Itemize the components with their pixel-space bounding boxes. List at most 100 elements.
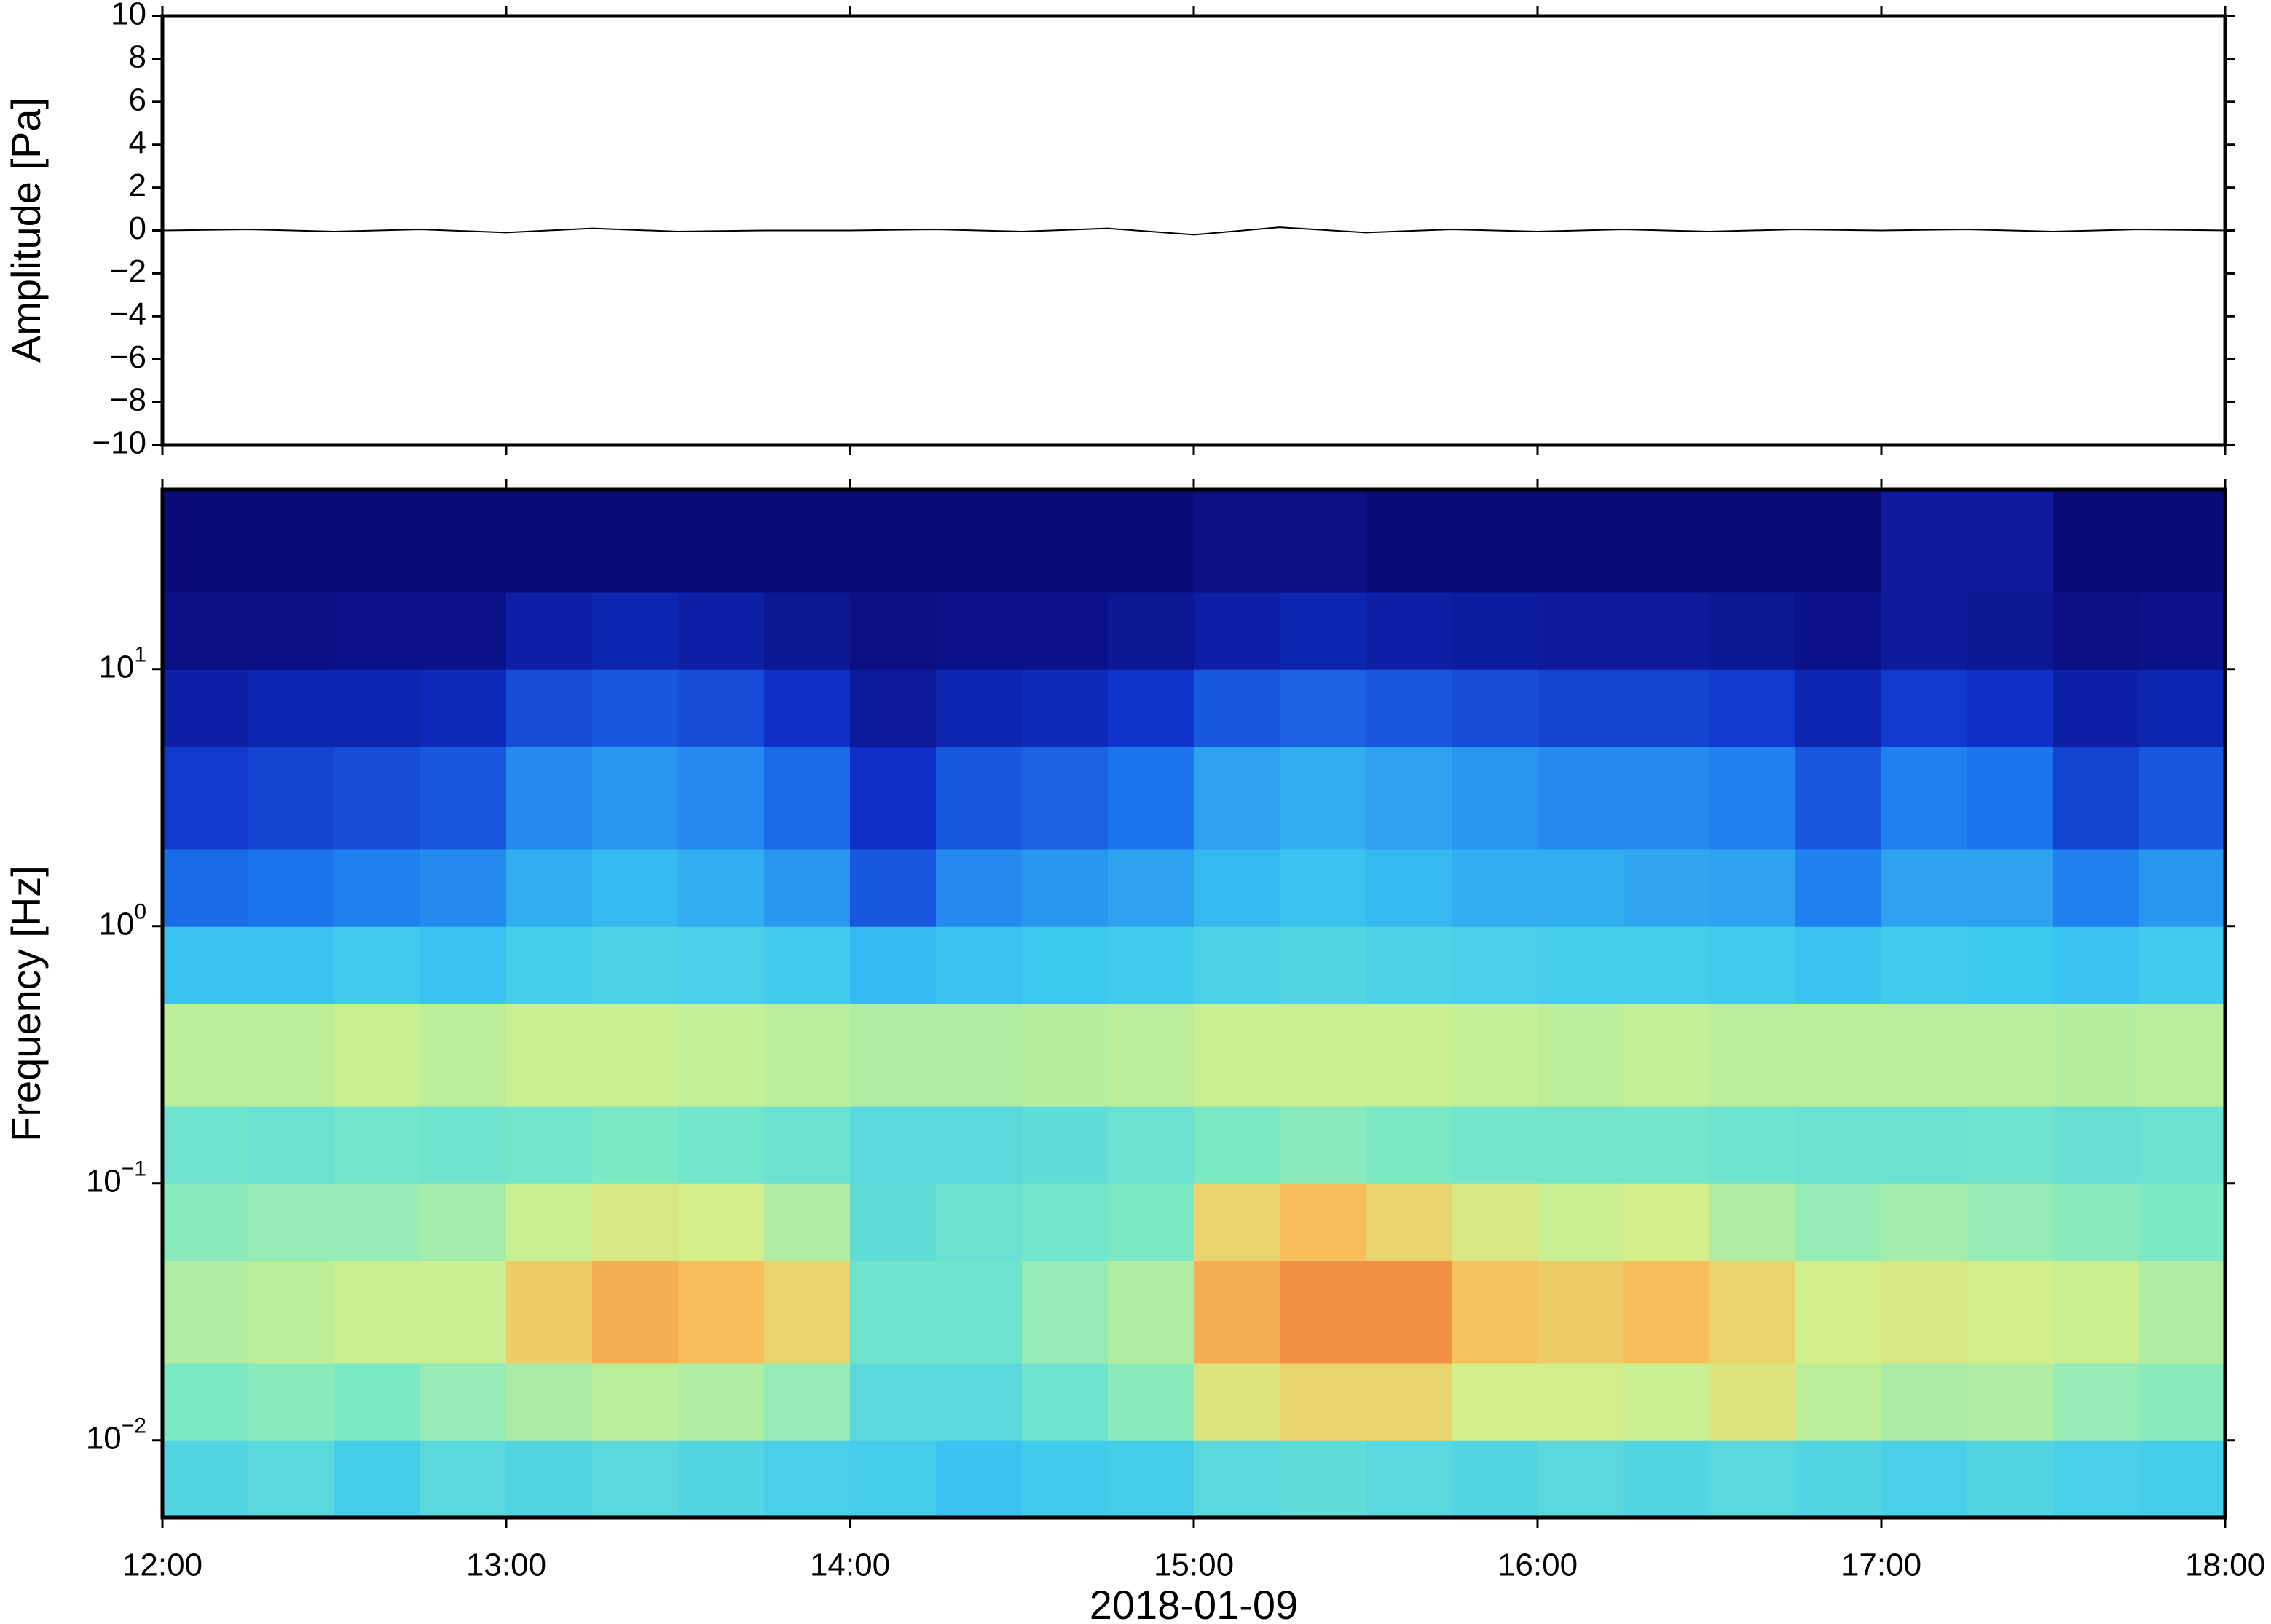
spectrogram-cell (1623, 1261, 1710, 1364)
spectrogram-cell (506, 1363, 593, 1441)
spectrogram-cell (1881, 848, 1968, 927)
spectrogram-cell (1538, 1004, 1624, 1107)
spectrogram-cell (1623, 591, 1710, 670)
spectrogram-cell (678, 1363, 765, 1441)
spectrogram-cell (506, 1105, 593, 1184)
spectrogram-cell (1366, 489, 1452, 593)
spectrogram-cell (2139, 1105, 2226, 1184)
y-tick-label-base: 10 (86, 1163, 122, 1199)
spectrogram-cell (1108, 669, 1194, 747)
spectrogram-cell (1795, 1183, 1882, 1261)
spectrogram-cell (936, 1105, 1023, 1184)
spectrogram-cell (850, 1105, 937, 1184)
spectrogram-cell (1967, 1363, 2054, 1441)
spectrogram-cell (1280, 1261, 1366, 1364)
y-tick-label: 2 (129, 167, 146, 203)
spectrogram-cell (2053, 746, 2140, 850)
spectrogram-cell (1709, 848, 1796, 927)
spectrogram-cell (1538, 746, 1624, 850)
spectrogram-cell (506, 848, 593, 927)
spectrogram-cell (936, 1363, 1023, 1441)
spectrogram-cell (1108, 1105, 1194, 1184)
spectrogram-cell (1967, 848, 2054, 927)
spectrogram-cell (1280, 746, 1366, 850)
spectrogram-cell (764, 848, 851, 927)
spectrogram-cell (850, 1183, 937, 1261)
spectrogram-cell (162, 1261, 249, 1364)
spectrogram-cell (2053, 1105, 2140, 1184)
spectrogram-cell (1366, 1004, 1452, 1107)
spectrogram-cell (1366, 1183, 1452, 1261)
spectrogram-cell (334, 1105, 421, 1184)
spectrogram-cell (678, 746, 765, 850)
spectrogram-cell (420, 1004, 507, 1107)
spectrogram-cell (162, 746, 249, 850)
spectrogram-cell (2139, 746, 2226, 850)
spectrogram-cell (1452, 489, 1538, 593)
spectrogram-cell (1452, 591, 1538, 670)
spectrogram-cell (1194, 746, 1280, 850)
spectrogram-cell (420, 848, 507, 927)
spectrogram-cell (1366, 1440, 1452, 1518)
spectrogram-cell (678, 591, 765, 670)
spectrogram-cell (1709, 489, 1796, 593)
spectrogram-cell (1452, 1105, 1538, 1184)
spectrogram-cell (248, 1183, 335, 1261)
spectrogram-cell (678, 669, 765, 747)
x-tick-label: 17:00 (1841, 1548, 1921, 1583)
spectrogram-cell (420, 1183, 507, 1261)
spectrogram-cell (162, 848, 249, 927)
spectrogram-cell (936, 591, 1023, 670)
spectrogram-cell (1967, 1183, 2054, 1261)
spectrogram-cell (1280, 1363, 1366, 1441)
spectrogram-cell (162, 1183, 249, 1261)
spectrogram-cell (420, 1440, 507, 1518)
x-tick-label: 12:00 (122, 1548, 202, 1583)
spectrogram-cell (506, 1183, 593, 1261)
y-tick-label: 101 (98, 643, 146, 685)
y-tick-label-exponent: 0 (134, 900, 146, 924)
spectrogram-cell (764, 591, 851, 670)
spectrogram-cell (1194, 1004, 1280, 1107)
spectrogram-cell (1452, 1440, 1538, 1518)
spectrogram-cell (592, 746, 679, 850)
spectrogram-cell (334, 1363, 421, 1441)
y-tick-label: −10 (92, 425, 146, 461)
spectrogram-cell (248, 926, 335, 1004)
y-tick-label: 10−2 (86, 1414, 146, 1457)
spectrogram-cell (2053, 669, 2140, 747)
spectrogram-cell (2053, 591, 2140, 670)
spectrogram-cell (2139, 1183, 2226, 1261)
spectrogram-cell (1366, 669, 1452, 747)
spectrogram-cell (2139, 669, 2226, 747)
spectrogram-cell (248, 591, 335, 670)
spectrogram-cell (592, 848, 679, 927)
spectrogram-cell (2053, 1363, 2140, 1441)
spectrogram-cell (1881, 926, 1968, 1004)
spectrogram-cell (248, 489, 335, 593)
spectrogram-cell (1967, 1261, 2054, 1364)
spectrogram-cell (2053, 1261, 2140, 1364)
spectrogram-cell (2053, 848, 2140, 927)
spectrogram-cell (1795, 926, 1882, 1004)
spectrogram-cell (334, 926, 421, 1004)
spectrogram-cell (764, 1261, 851, 1364)
spectrogram-cell (1623, 1440, 1710, 1518)
spectrogram-cell (1967, 489, 2054, 593)
spectrogram-cell (850, 591, 937, 670)
spectrogram-cell (1795, 669, 1882, 747)
spectrogram-cell (936, 1261, 1023, 1364)
spectrogram-cell (334, 1440, 421, 1518)
spectrogram-cell (1881, 1105, 1968, 1184)
y-tick-label-base: 10 (98, 649, 134, 685)
spectrogram-cell (1366, 746, 1452, 850)
spectrogram-cell (678, 1261, 765, 1364)
spectrogram-cell (334, 1004, 421, 1107)
spectrogram-cell (1108, 1183, 1194, 1261)
y-tick-label-exponent: −2 (122, 1414, 146, 1438)
spectrogram-cell (1709, 1004, 1796, 1107)
y-tick-label: −6 (110, 339, 146, 375)
spectrogram-cell (162, 1440, 249, 1518)
spectrogram-cell (1022, 848, 1109, 927)
spectrogram-cell (850, 489, 937, 593)
